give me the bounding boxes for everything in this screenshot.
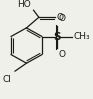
Text: CH₃: CH₃ <box>74 32 90 41</box>
Text: O: O <box>58 14 65 23</box>
Text: O: O <box>58 50 65 59</box>
Text: O: O <box>57 13 64 22</box>
Text: HO: HO <box>17 0 31 9</box>
Text: Cl: Cl <box>3 75 11 84</box>
Text: S: S <box>54 32 61 42</box>
